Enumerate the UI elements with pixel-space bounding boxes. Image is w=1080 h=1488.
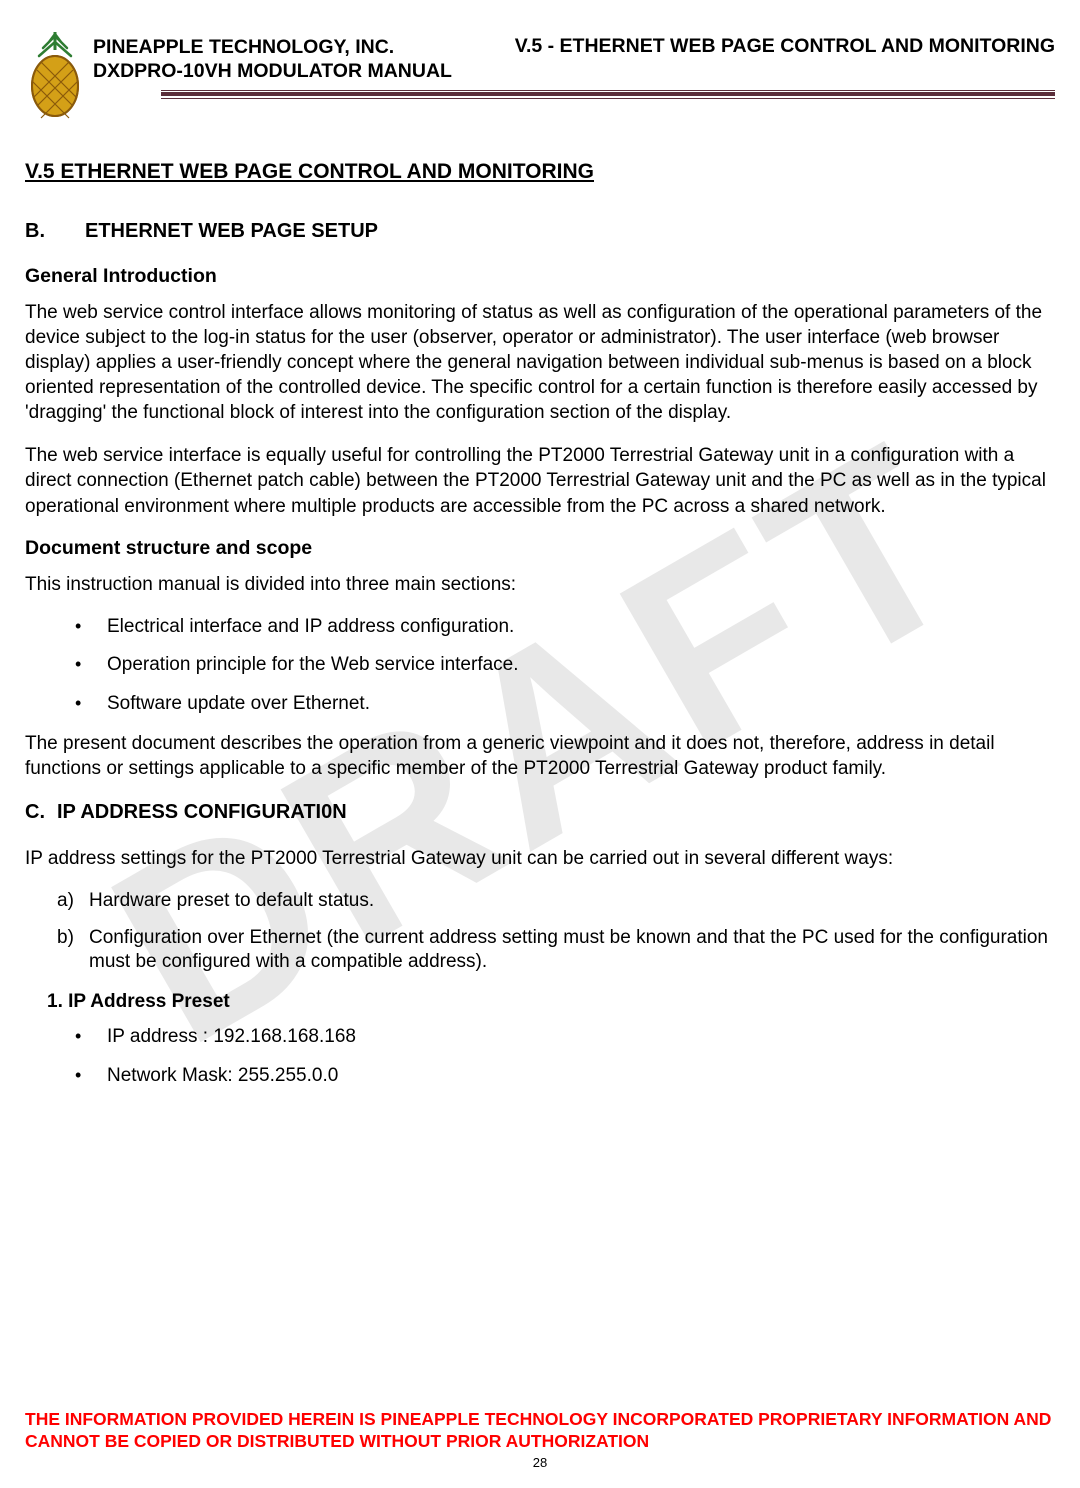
footer: THE INFORMATION PROVIDED HEREIN IS PINEA…: [25, 1409, 1055, 1470]
subsection-b-label: B.: [25, 220, 67, 243]
list-item: Network Mask: 255.255.0.0: [75, 1064, 1055, 1089]
content: V.5 ETHERNET WEB PAGE CONTROL AND MONITO…: [25, 120, 1055, 1088]
pineapple-logo-icon: [25, 30, 85, 120]
list-item: Configuration over Ethernet (the current…: [57, 926, 1055, 975]
general-intro-p1: The web service control interface allows…: [25, 300, 1055, 425]
list-item: Hardware preset to default status.: [57, 889, 1055, 914]
proprietary-notice: THE INFORMATION PROVIDED HEREIN IS PINEA…: [25, 1409, 1055, 1453]
doc-structure-outro: The present document describes the opera…: [25, 731, 1055, 781]
ip-intro: IP address settings for the PT2000 Terre…: [25, 846, 1055, 871]
header-section-ref: V.5 - ETHERNET WEB PAGE CONTROL AND MONI…: [515, 35, 1055, 58]
list-item: Software update over Ethernet.: [75, 692, 1055, 717]
subsection-b-heading: B. ETHERNET WEB PAGE SETUP: [25, 220, 1055, 243]
general-intro-p2: The web service interface is equally use…: [25, 443, 1055, 518]
ip-preset-list: IP address : 192.168.168.168 Network Mas…: [25, 1025, 1055, 1088]
doc-structure-list: Electrical interface and IP address conf…: [25, 615, 1055, 717]
general-intro-heading: General Introduction: [25, 265, 1055, 288]
header-row: PINEAPPLE TECHNOLOGY, INC. DXDPRO-10VH M…: [25, 30, 1055, 120]
list-item: IP address : 192.168.168.168: [75, 1025, 1055, 1050]
header-left: PINEAPPLE TECHNOLOGY, INC. DXDPRO-10VH M…: [93, 35, 452, 84]
doc-structure-intro: This instruction manual is divided into …: [25, 572, 1055, 597]
doc-structure-heading: Document structure and scope: [25, 537, 1055, 560]
list-item: Operation principle for the Web service …: [75, 653, 1055, 678]
ip-ways-list: Hardware preset to default status. Confi…: [25, 889, 1055, 975]
company-name: PINEAPPLE TECHNOLOGY, INC.: [93, 35, 452, 59]
subsection-c-heading: C. IP ADDRESS CONFIGURATI0N: [25, 801, 1055, 824]
subsection-b-title: ETHERNET WEB PAGE SETUP: [67, 220, 378, 243]
header-text: PINEAPPLE TECHNOLOGY, INC. DXDPRO-10VH M…: [93, 30, 1055, 84]
ip-preset-heading: 1. IP Address Preset: [47, 991, 1055, 1013]
header-rule: [161, 90, 1055, 99]
manual-name: DXDPRO-10VH MODULATOR MANUAL: [93, 59, 452, 83]
subsection-c-label: C.: [25, 801, 57, 824]
list-item: Electrical interface and IP address conf…: [75, 615, 1055, 640]
subsection-c-title: IP ADDRESS CONFIGURATI0N: [57, 801, 347, 824]
section-title: V.5 ETHERNET WEB PAGE CONTROL AND MONITO…: [25, 160, 1055, 184]
page-container: PINEAPPLE TECHNOLOGY, INC. DXDPRO-10VH M…: [0, 0, 1080, 1488]
page-number: 28: [25, 1455, 1055, 1470]
